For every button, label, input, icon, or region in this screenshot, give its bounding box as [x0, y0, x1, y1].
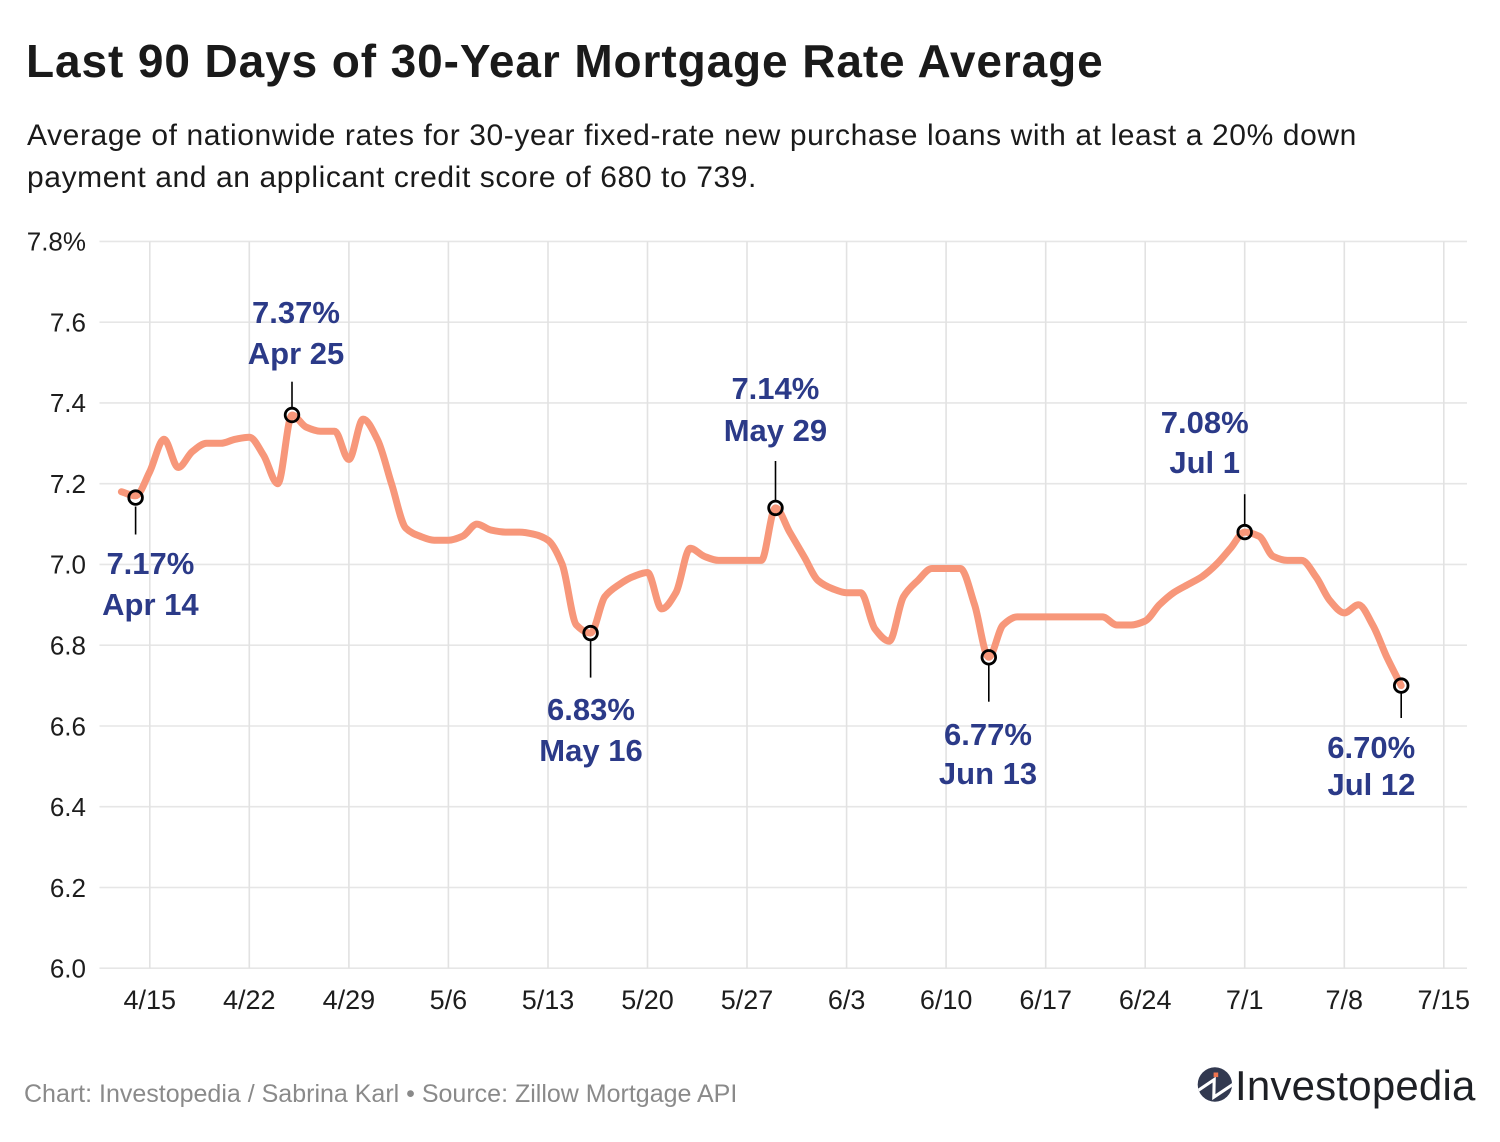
- svg-text:4/29: 4/29: [323, 985, 376, 1015]
- svg-text:Jul 1: Jul 1: [1169, 445, 1240, 480]
- svg-text:7/15: 7/15: [1418, 985, 1471, 1015]
- svg-text:7.4: 7.4: [50, 388, 86, 418]
- svg-text:4/15: 4/15: [124, 985, 177, 1015]
- svg-text:Apr 25: Apr 25: [248, 336, 344, 371]
- svg-text:7.6: 7.6: [50, 308, 86, 338]
- svg-text:Jul 12: Jul 12: [1327, 767, 1415, 802]
- svg-text:6.77%: 6.77%: [944, 717, 1032, 752]
- svg-text:6.8: 6.8: [50, 631, 86, 661]
- svg-text:May 29: May 29: [724, 413, 827, 448]
- svg-text:6.6: 6.6: [50, 711, 86, 741]
- svg-text:6.4: 6.4: [50, 792, 86, 822]
- svg-text:7.14%: 7.14%: [731, 371, 819, 406]
- svg-text:6/3: 6/3: [828, 985, 866, 1015]
- svg-text:4/22: 4/22: [223, 985, 276, 1015]
- svg-text:5/6: 5/6: [430, 985, 468, 1015]
- svg-text:Jun 13: Jun 13: [939, 756, 1037, 791]
- svg-text:6.83%: 6.83%: [547, 692, 635, 727]
- svg-text:5/20: 5/20: [621, 985, 674, 1015]
- svg-text:7/1: 7/1: [1226, 985, 1264, 1015]
- svg-text:7.37%: 7.37%: [252, 295, 340, 330]
- svg-text:5/27: 5/27: [721, 985, 774, 1015]
- svg-text:7.0: 7.0: [50, 550, 86, 580]
- svg-text:7.8%: 7.8%: [27, 227, 86, 257]
- svg-text:7.17%: 7.17%: [106, 546, 194, 581]
- svg-text:6.70%: 6.70%: [1327, 730, 1415, 765]
- svg-text:6.0: 6.0: [50, 954, 86, 984]
- svg-text:Apr 14: Apr 14: [102, 587, 199, 622]
- svg-text:May 16: May 16: [539, 733, 642, 768]
- svg-text:7.2: 7.2: [50, 469, 86, 499]
- svg-text:6/17: 6/17: [1019, 985, 1072, 1015]
- svg-text:6.2: 6.2: [50, 873, 86, 903]
- svg-text:7/8: 7/8: [1326, 985, 1364, 1015]
- svg-text:6/10: 6/10: [920, 985, 973, 1015]
- svg-text:5/13: 5/13: [522, 985, 575, 1015]
- svg-text:6/24: 6/24: [1119, 985, 1172, 1015]
- svg-text:7.08%: 7.08%: [1161, 405, 1249, 440]
